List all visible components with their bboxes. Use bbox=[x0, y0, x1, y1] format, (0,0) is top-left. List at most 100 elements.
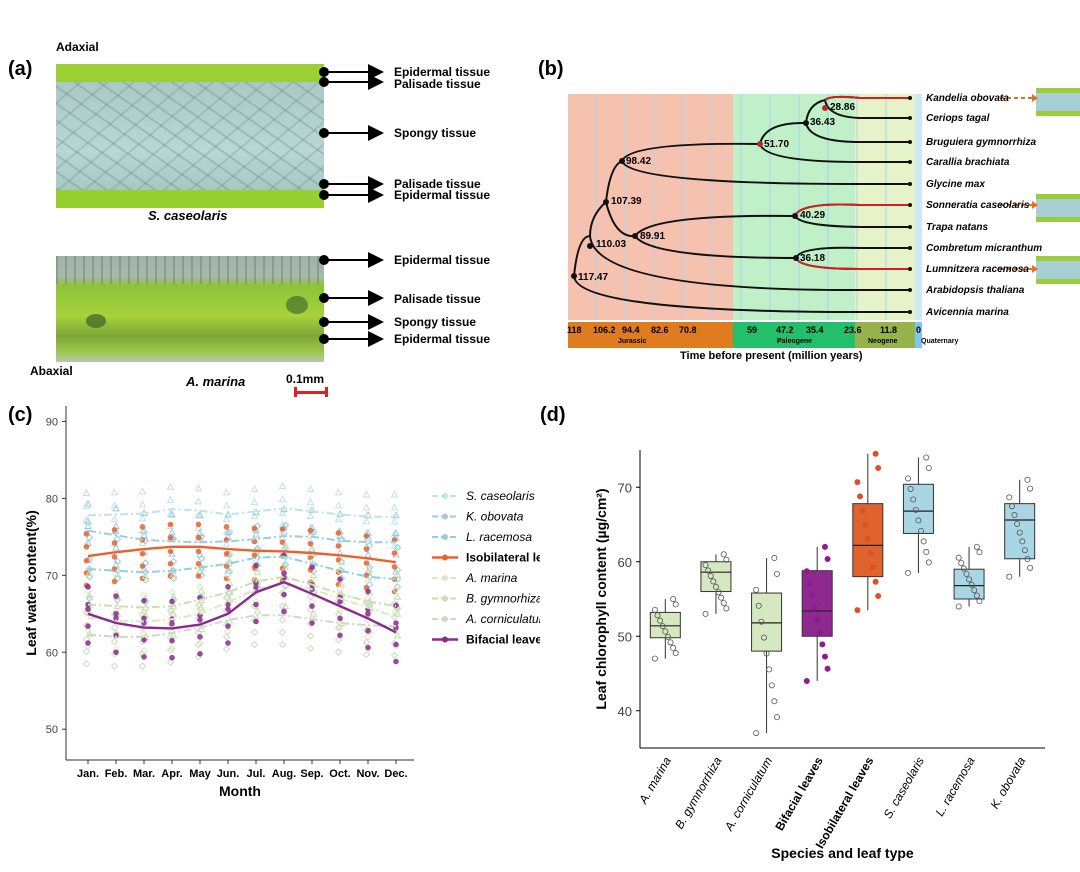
data-point bbox=[364, 576, 372, 585]
data-point bbox=[1014, 520, 1021, 527]
data-point bbox=[672, 650, 679, 657]
data-point bbox=[334, 623, 343, 632]
data-point bbox=[363, 533, 370, 539]
node-age: 40.29 bbox=[800, 210, 826, 221]
y-tick-label: 70 bbox=[618, 480, 632, 495]
data-point bbox=[225, 640, 231, 646]
data-point bbox=[335, 543, 342, 549]
legend-marker bbox=[442, 534, 448, 540]
data-point bbox=[224, 627, 232, 636]
x-tick-label: Jun. bbox=[217, 768, 240, 780]
data-point bbox=[1021, 547, 1028, 554]
data-point bbox=[85, 533, 94, 542]
data-point bbox=[84, 586, 92, 595]
data-point bbox=[390, 503, 399, 511]
data-point bbox=[253, 601, 259, 608]
data-point bbox=[672, 601, 679, 608]
data-point bbox=[281, 570, 287, 576]
legend-marker bbox=[442, 636, 448, 643]
data-point bbox=[141, 572, 150, 580]
data-point bbox=[111, 578, 118, 585]
data-point bbox=[1027, 564, 1034, 571]
tissue-label: Epidermal tissue bbox=[394, 332, 491, 346]
data-point bbox=[84, 499, 92, 507]
panel-c-label: (c) bbox=[8, 404, 33, 426]
data-point bbox=[362, 490, 371, 498]
data-point bbox=[279, 526, 286, 532]
data-point bbox=[364, 633, 372, 641]
data-point bbox=[250, 628, 259, 636]
data-point bbox=[253, 618, 259, 625]
scale-bar bbox=[296, 391, 326, 394]
data-point bbox=[720, 600, 727, 607]
data-point bbox=[362, 650, 371, 659]
data-point bbox=[918, 527, 925, 534]
data-point bbox=[306, 632, 315, 640]
x-tick-label: Sep. bbox=[300, 768, 323, 780]
x-axis-title: Species and leaf type bbox=[771, 845, 914, 861]
series-line bbox=[87, 507, 396, 518]
data-point bbox=[925, 559, 932, 566]
data-point bbox=[111, 527, 118, 533]
data-point bbox=[85, 640, 91, 646]
data-point bbox=[169, 570, 178, 578]
x-tick-label: Dec. bbox=[384, 768, 407, 780]
data-point bbox=[110, 515, 119, 523]
data-point bbox=[811, 604, 818, 611]
data-point bbox=[169, 654, 175, 661]
data-point bbox=[705, 567, 712, 574]
data-point bbox=[365, 565, 374, 573]
series-line bbox=[87, 545, 397, 564]
data-point bbox=[278, 495, 287, 503]
data-point bbox=[82, 647, 91, 656]
taxon-label: Lumnitzera racemosa bbox=[926, 264, 1029, 275]
data-point bbox=[365, 541, 374, 549]
data-point bbox=[225, 601, 231, 608]
data-point bbox=[707, 572, 714, 579]
data-point bbox=[365, 588, 371, 595]
data-point bbox=[771, 698, 778, 705]
data-point bbox=[85, 584, 91, 590]
data-point bbox=[224, 571, 232, 580]
legend-marker bbox=[442, 493, 448, 499]
data-point bbox=[816, 629, 823, 636]
data-point bbox=[905, 569, 912, 576]
data-point bbox=[365, 644, 371, 651]
time-tick: 82.6 bbox=[651, 325, 669, 335]
tissue-label: Epidermal tissue bbox=[394, 65, 491, 79]
data-point bbox=[390, 490, 399, 498]
data-point bbox=[1006, 494, 1013, 501]
data-point bbox=[138, 500, 147, 508]
data-point bbox=[167, 534, 174, 541]
data-point bbox=[225, 556, 234, 564]
data-point bbox=[113, 570, 122, 578]
data-point bbox=[309, 620, 315, 626]
data-point bbox=[723, 556, 730, 563]
node-age: 36.43 bbox=[810, 117, 836, 128]
data-point bbox=[973, 543, 980, 550]
data-point bbox=[141, 597, 147, 604]
time-tick: 59 bbox=[747, 325, 758, 335]
data-point bbox=[334, 515, 343, 523]
data-point bbox=[281, 560, 290, 569]
data-point bbox=[702, 610, 709, 617]
data-point bbox=[766, 666, 773, 673]
x-tick-label: Mar. bbox=[133, 768, 155, 780]
y-tick-label: 50 bbox=[46, 724, 58, 736]
data-point bbox=[392, 586, 400, 594]
y-tick-label: 40 bbox=[618, 704, 632, 719]
data-point bbox=[806, 580, 813, 587]
data-point bbox=[222, 488, 231, 496]
data-point bbox=[393, 583, 402, 591]
data-point bbox=[194, 497, 203, 505]
data-point bbox=[664, 633, 671, 640]
data-point bbox=[167, 560, 174, 567]
data-point bbox=[222, 593, 231, 602]
x-tick-label: Isobilateral leaves bbox=[813, 754, 877, 851]
time-tick: 0 bbox=[916, 325, 922, 335]
x-tick-label: A. corniculatum bbox=[721, 755, 775, 834]
data-point bbox=[875, 464, 882, 471]
data-point bbox=[362, 503, 371, 511]
time-tick: 11.8 bbox=[880, 325, 898, 335]
data-point bbox=[138, 662, 147, 670]
